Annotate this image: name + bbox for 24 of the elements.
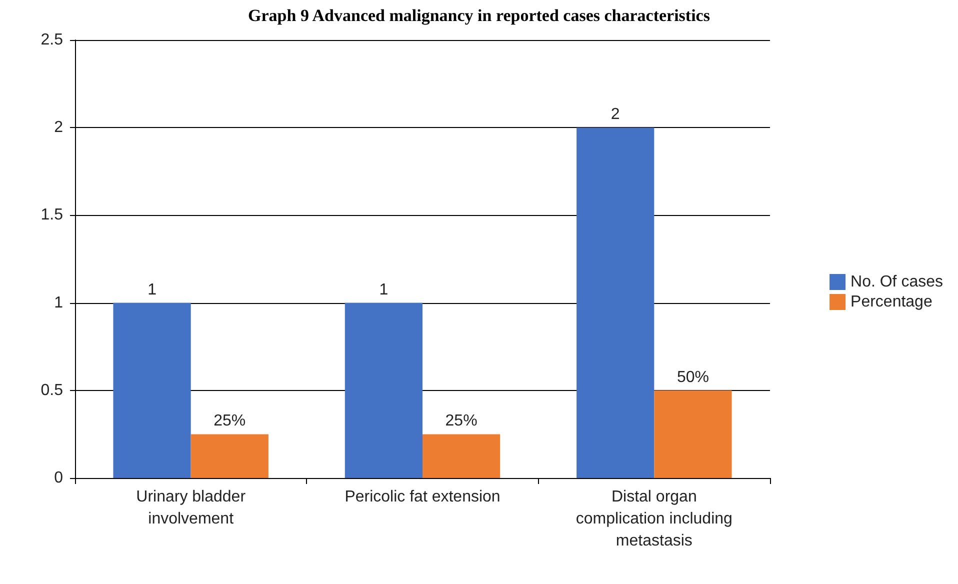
y-tick-label: 2	[54, 119, 64, 136]
bar	[576, 128, 654, 478]
data-label: 1	[148, 281, 157, 298]
bar	[190, 434, 268, 478]
x-tick-label: Urinary bladder involvement	[136, 488, 246, 528]
x-tick-label: Distal organ complication including metastasis	[576, 488, 732, 550]
x-tick-label: Pericolic fat extension	[344, 488, 500, 506]
data-label: 2	[610, 106, 620, 124]
data-label: 50%	[676, 368, 709, 386]
bar	[113, 302, 191, 478]
data-label: 1	[379, 281, 388, 298]
y-tick-label: 2.5	[40, 32, 64, 48]
legend-label: Percentage	[850, 294, 932, 310]
bar	[344, 302, 422, 478]
chart-title: Graph 9 Advanced malignancy in reported cases characteristics	[248, 6, 710, 25]
bar	[422, 434, 500, 478]
y-tick-label: 1	[54, 294, 64, 312]
y-tick-label: 0	[54, 470, 64, 486]
y-tick-label: 0.5	[40, 382, 64, 399]
bar	[654, 390, 732, 478]
legend-label: No. Of cases	[850, 274, 944, 290]
y-tick-label: 1.5	[40, 206, 64, 224]
data-label: 25%	[214, 412, 246, 430]
data-label: 25%	[445, 412, 478, 430]
